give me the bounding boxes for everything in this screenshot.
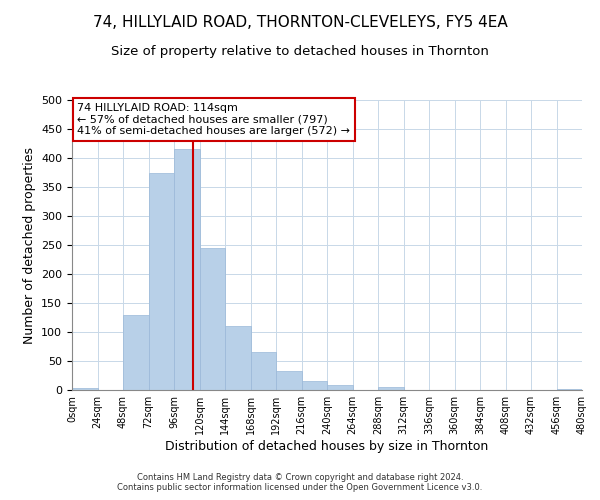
Text: Size of property relative to detached houses in Thornton: Size of property relative to detached ho… [111, 45, 489, 58]
Text: 74, HILLYLAID ROAD, THORNTON-CLEVELEYS, FY5 4EA: 74, HILLYLAID ROAD, THORNTON-CLEVELEYS, … [92, 15, 508, 30]
Bar [199, 248, 225, 390]
Bar [149, 172, 174, 390]
Y-axis label: Number of detached properties: Number of detached properties [23, 146, 35, 344]
Bar [123, 314, 149, 390]
Bar [72, 388, 97, 390]
Bar [251, 352, 276, 390]
Bar [327, 386, 353, 390]
Text: Contains HM Land Registry data © Crown copyright and database right 2024.
Contai: Contains HM Land Registry data © Crown c… [118, 473, 482, 492]
X-axis label: Distribution of detached houses by size in Thornton: Distribution of detached houses by size … [166, 440, 488, 452]
Bar [302, 382, 327, 390]
Bar [276, 371, 302, 390]
Bar [174, 150, 199, 390]
Text: 74 HILLYLAID ROAD: 114sqm
← 57% of detached houses are smaller (797)
41% of semi: 74 HILLYLAID ROAD: 114sqm ← 57% of detac… [77, 103, 350, 136]
Bar [225, 326, 251, 390]
Bar [378, 387, 404, 390]
